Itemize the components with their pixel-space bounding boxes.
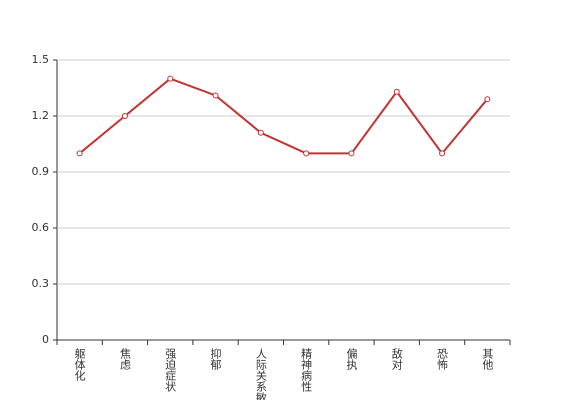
point [212, 92, 219, 99]
point [348, 150, 355, 157]
y-tick-label: 0 [42, 333, 49, 346]
point [439, 150, 446, 157]
point [121, 113, 128, 119]
point [393, 88, 400, 95]
x-tick-label: 精神病性 [300, 348, 313, 393]
point [167, 75, 174, 82]
x-tick-label: 焦虑 [118, 348, 131, 370]
point [76, 150, 83, 157]
x-tick-label: 人际关系敏感 [254, 348, 267, 400]
y-tick-label: 1.5 [32, 53, 50, 66]
x-tick-label: 其他 [481, 348, 494, 370]
point [257, 129, 264, 136]
point [303, 150, 310, 157]
x-tick-label: 恐怖 [436, 348, 449, 370]
point [484, 96, 491, 103]
y-tick-label: 0.6 [32, 221, 50, 234]
x-tick-label: 抑郁 [209, 347, 222, 370]
y-tick-label: 0.3 [32, 277, 50, 290]
x-tick-label: 偏执 [345, 347, 358, 371]
x-tick-label: 敌对 [390, 347, 403, 370]
x-tick-label: 躯体化 [73, 348, 86, 382]
line [79, 77, 489, 155]
x-tick-label: 强迫症状 [164, 348, 177, 392]
y-tick-label: 0.9 [32, 165, 50, 178]
y-tick-label: 1.2 [32, 109, 50, 122]
